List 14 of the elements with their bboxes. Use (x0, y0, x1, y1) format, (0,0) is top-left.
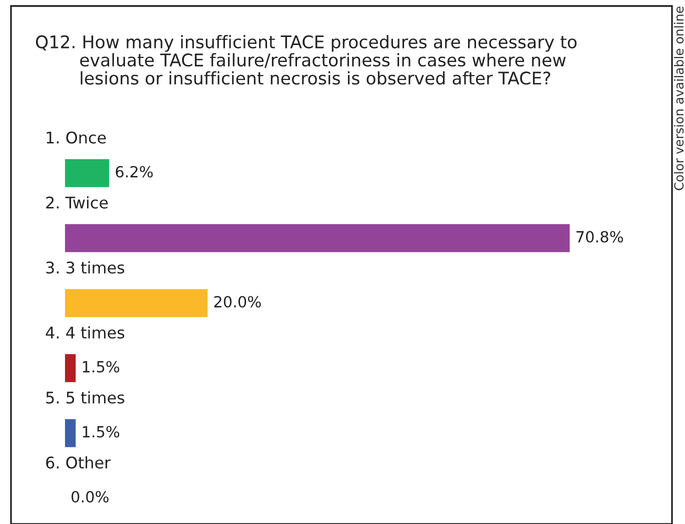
y-tick-label: 5. 5 times (46, 391, 124, 404)
chart-title: Q12. How many insufficient TACE procedures are necessary to evaluate TACE failure/refractoriness in cases where new lesions or insufficient necrosis is observed after TACE? (36, 35, 577, 85)
y-tick-label: 3. 3 times (46, 261, 124, 274)
text: Color version available online (674, 6, 684, 190)
data-label: 70.8% (576, 230, 623, 243)
data-label: 0.0% (72, 490, 109, 503)
data-label: 20.0% (214, 296, 261, 308)
data-label: 1.5% (82, 360, 120, 373)
y-tick-label: 2. Twice (46, 196, 108, 209)
data-label: 6.2% (116, 166, 153, 178)
y-tick-label: 4. 4 times (46, 326, 124, 339)
y-tick-label: 1. Once (46, 132, 106, 144)
y-tick-label: 6. Other (46, 456, 111, 469)
data-label: 1.5% (82, 426, 120, 438)
